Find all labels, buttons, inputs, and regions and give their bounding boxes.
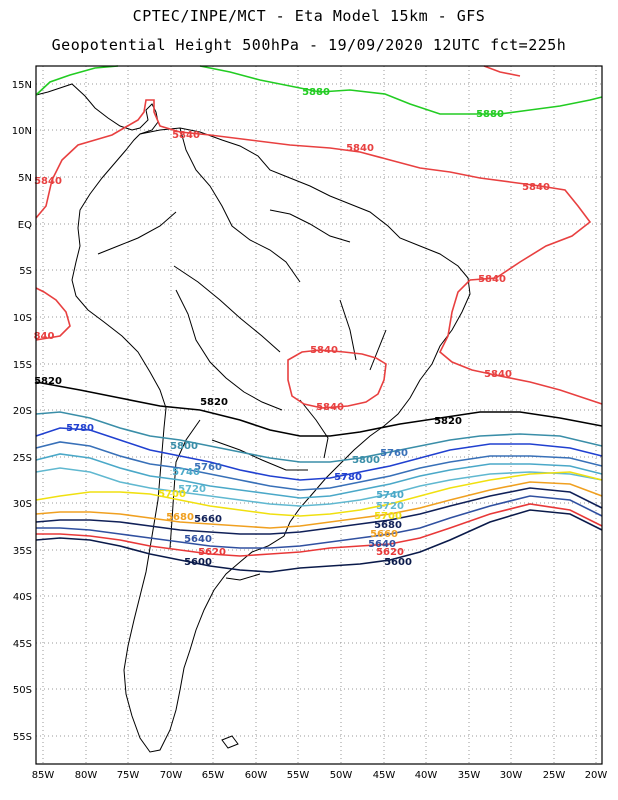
- contour-label-5660: 5660: [370, 529, 398, 540]
- central-america-coast: [35, 83, 159, 135]
- lat-tick-label: 15S: [13, 360, 32, 371]
- contour-layer: [35, 65, 603, 573]
- lon-tick-label: 50W: [330, 770, 353, 781]
- lat-tick-label: 25S: [13, 453, 32, 464]
- lon-tick-label: 30W: [500, 770, 523, 781]
- contour-5720: [35, 467, 603, 507]
- contour-5880: [35, 65, 603, 115]
- contour-5840-ne: [483, 65, 521, 77]
- contour-5780: [35, 427, 603, 481]
- lon-tick-label: 70W: [160, 770, 183, 781]
- lon-tick-label: 85W: [32, 770, 55, 781]
- contour-label-5740: 5740: [376, 490, 404, 501]
- contour-5640: [36, 495, 603, 549]
- grid-lines: [36, 66, 602, 764]
- lat-tick-label: 45S: [13, 639, 32, 650]
- falkland-islands: [221, 735, 239, 749]
- chart-title-line2: Geopotential Height 500hPa - 19/09/2020 …: [51, 36, 567, 54]
- contour-label-5720: 5720: [178, 484, 206, 495]
- lon-tick-label: 45W: [373, 770, 396, 781]
- contour-label-5700: 5700: [158, 489, 186, 500]
- contour-label-5840: 5840: [172, 130, 200, 141]
- chart-title-line1: CPTEC/INPE/MCT - Eta Model 15km - GFS: [132, 7, 486, 25]
- lon-tick-label: 80W: [75, 770, 98, 781]
- lon-tick-label: 75W: [117, 770, 140, 781]
- contour-label-5820: 5820: [434, 416, 462, 427]
- contour-label-5880: 5880: [302, 87, 330, 98]
- lon-tick-label: 25W: [543, 770, 566, 781]
- contour-5740: [35, 453, 603, 499]
- contour-label-5600: 5600: [384, 557, 412, 568]
- contour-label-5720: 5720: [376, 501, 404, 512]
- latitude-axis: 15N 10N 5N EQ 5S 10S 15S 20S 25S 30S 35S 40S 45S 50S 5…: [12, 80, 32, 743]
- lat-tick-label: EQ: [18, 220, 32, 231]
- contour-label-5840: 5840: [522, 182, 550, 193]
- contour-label-5780: 5780: [334, 472, 362, 483]
- contour-5620: [36, 503, 603, 557]
- contour-label-5700: 5700: [374, 511, 402, 522]
- contour-5680: [35, 481, 603, 529]
- contour-label-5640: 5640: [184, 534, 212, 545]
- contour-5660: [35, 487, 603, 535]
- lat-tick-label: 10N: [12, 126, 32, 137]
- contour-5600: [35, 509, 603, 573]
- contour-label-5760: 5760: [194, 462, 222, 473]
- lat-tick-label: 40S: [13, 592, 32, 603]
- contour-label-5840: 5840: [346, 143, 374, 154]
- country-borders: [97, 127, 387, 581]
- contour-label-5840: 5840: [316, 402, 344, 413]
- lon-tick-label: 35W: [458, 770, 481, 781]
- lat-tick-label: 30S: [13, 499, 32, 510]
- contour-5840-main: [35, 99, 603, 405]
- contour-5760: [35, 441, 603, 491]
- contour-label-5800: 5800: [170, 441, 198, 452]
- contour-label-5680: 5680: [374, 520, 402, 531]
- lat-tick-label: 10S: [13, 313, 32, 324]
- lon-tick-label: 40W: [415, 770, 438, 781]
- south-america-coast: [71, 127, 471, 753]
- contour-label-5880: 5880: [476, 109, 504, 120]
- contour-5840-loop: [287, 349, 387, 409]
- longitude-axis: 85W 80W 75W 70W 65W 60W 55W 50W 45W 40W 35W 30W 25W 2…: [32, 770, 608, 781]
- contour-label-5740: 5740: [172, 467, 200, 478]
- contour-label-5620: 5620: [198, 547, 226, 558]
- contour-5820: [35, 381, 603, 437]
- contour-label-5840: 5840: [310, 345, 338, 356]
- lon-tick-label: 60W: [245, 770, 268, 781]
- lat-tick-label: 50S: [13, 685, 32, 696]
- lon-tick-label: 65W: [202, 770, 225, 781]
- lat-tick-label: 5N: [18, 173, 32, 184]
- coastline-layer: [35, 83, 471, 753]
- lat-tick-label: 35S: [13, 546, 32, 557]
- contour-5700: [35, 471, 603, 517]
- contour-label-5820: 5820: [200, 397, 228, 408]
- contour-label-5660: 5660: [194, 514, 222, 525]
- lon-tick-label: 55W: [287, 770, 310, 781]
- contour-5800: [35, 411, 603, 463]
- lon-tick-label: 20W: [585, 770, 608, 781]
- contour-label-5800: 5800: [352, 455, 380, 466]
- contour-label-840: 840: [34, 331, 55, 342]
- contour-label-5620: 5620: [376, 547, 404, 558]
- contour-label-5840: 5840: [478, 274, 506, 285]
- contour-label-5680: 5680: [166, 512, 194, 523]
- contour-labels: 5880 5880 5840 5840 5840 5840 5840 840 5840 5840 5…: [34, 87, 550, 568]
- lat-tick-label: 5S: [19, 266, 32, 277]
- contour-label-5840: 5840: [34, 176, 62, 187]
- contour-label-5780: 5780: [66, 423, 94, 434]
- contour-label-5640: 5640: [368, 539, 396, 550]
- contour-label-5820: 5820: [34, 376, 62, 387]
- contour-label-5760: 5760: [380, 448, 408, 459]
- lat-tick-label: 55S: [13, 732, 32, 743]
- contour-label-5840: 5840: [484, 369, 512, 380]
- lat-tick-label: 15N: [12, 80, 32, 91]
- lat-tick-label: 20S: [13, 406, 32, 417]
- contour-5840-west: [35, 287, 71, 341]
- map-frame: [35, 65, 603, 765]
- contour-label-5600: 5600: [184, 557, 212, 568]
